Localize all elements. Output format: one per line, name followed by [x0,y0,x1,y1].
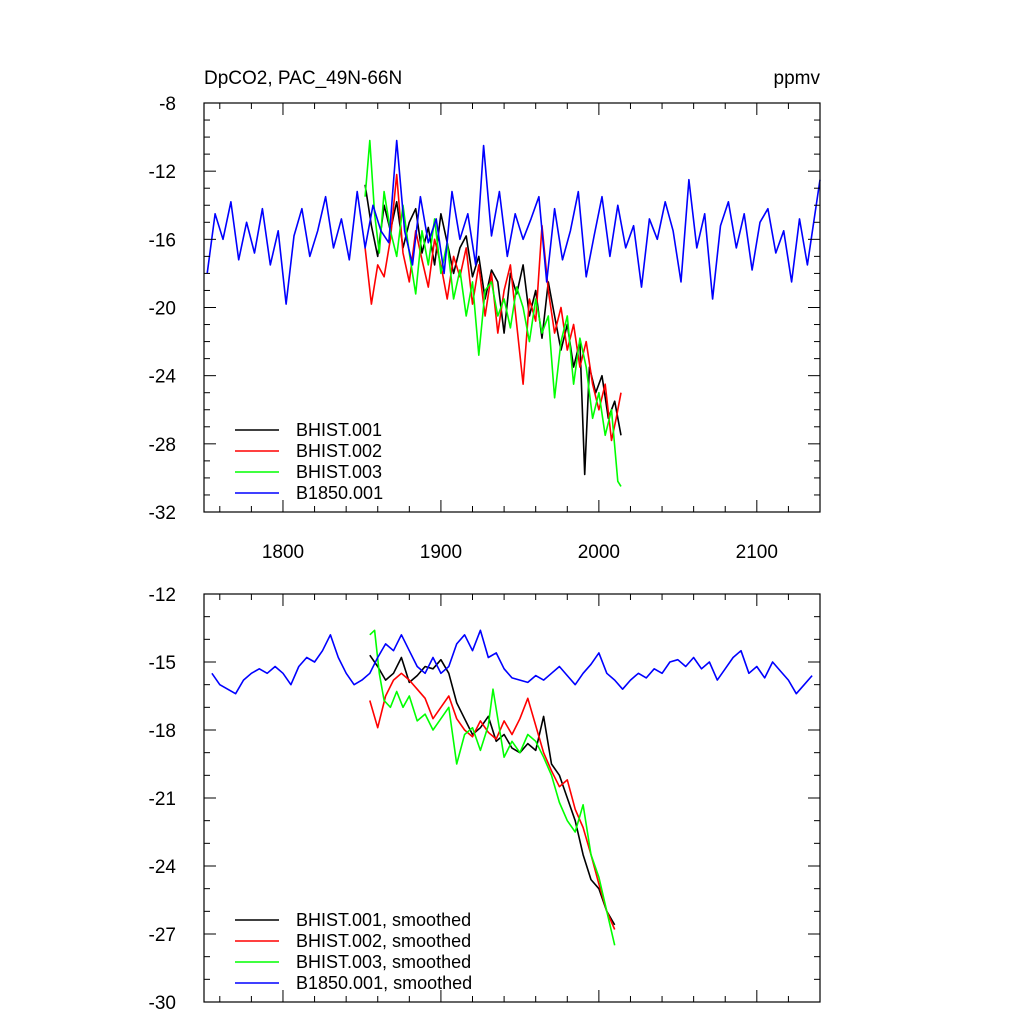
top-panel: DpCO2, PAC_49N-66N ppmv -8 -12 -16 -20 -24 -2… [149,68,821,563]
y-tick-label: -24 [149,367,177,388]
y-tick-label: -32 [149,503,176,524]
y-tick-label: -18 [149,721,176,742]
legend-label: BHIST.002 [296,441,382,461]
series-line-2 [369,672,616,930]
y-tick-label: -12 [149,585,176,606]
legend-label: BHIST.001, smoothed [296,910,471,930]
units-label: ppmv [774,68,821,89]
legend-label: BHIST.003, smoothed [296,952,471,972]
x-tick-label: 2000 [578,542,620,563]
bottom-panel: -12 -15 -18 -21 -24 -27 -30 BHIST.001, smoothed… [149,585,821,1014]
y-tick-label: -21 [149,789,176,810]
legend-label: BHIST.003 [296,462,382,482]
series-line-4 [206,139,821,305]
legend-label: BHIST.002, smoothed [296,931,471,951]
y-tick-label: -27 [149,925,176,946]
y-tick-label: -15 [149,653,176,674]
series-line-4 [211,629,813,695]
legend-label: B1850.001, smoothed [296,973,472,993]
y-tick-label: -28 [149,435,176,456]
series-line-3 [369,629,616,946]
x-tick-label: 2100 [736,542,778,563]
x-tick-label: 1800 [262,542,304,563]
y-tick-label: -30 [149,993,176,1014]
legend-label: B1850.001 [296,483,383,503]
legend-label: BHIST.001 [296,420,382,440]
y-tick-label: -8 [159,94,176,115]
y-tick-label: -24 [149,857,177,878]
chart-title: DpCO2, PAC_49N-66N [204,68,402,89]
x-tick-label: 1900 [420,542,462,563]
y-tick-label: -12 [149,162,176,183]
y-tick-label: -20 [149,299,176,320]
y-tick-label: -16 [149,230,176,251]
